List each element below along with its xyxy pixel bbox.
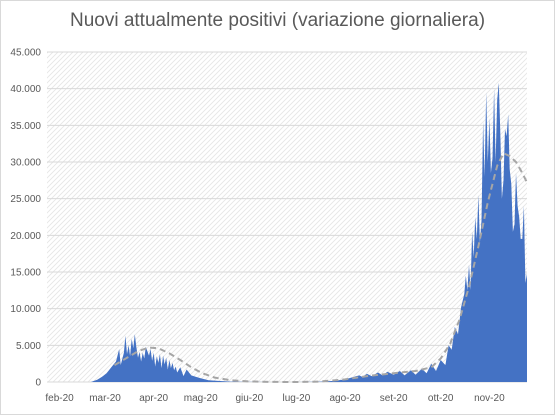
x-tick-label: mar-20 xyxy=(89,393,121,404)
series-trend-line xyxy=(113,151,528,384)
x-tick-label: ago-20 xyxy=(329,393,361,404)
x-tick-label: mag-20 xyxy=(184,393,218,404)
chart-title: Nuovi attualmente positivi (variazione g… xyxy=(69,10,486,31)
y-tick-label: 10.000 xyxy=(10,304,41,315)
y-tick-label: 25.000 xyxy=(10,194,41,205)
y-tick-label: 15.000 xyxy=(10,268,41,279)
x-tick-label: set-20 xyxy=(380,393,408,404)
y-tick-label: 20.000 xyxy=(10,231,41,242)
y-tick-label: 30.000 xyxy=(10,158,41,169)
x-tick-label: ott-20 xyxy=(428,393,454,404)
x-tick-label: nov-20 xyxy=(474,393,505,404)
y-tick-label: 0 xyxy=(35,378,41,389)
gridlines xyxy=(47,51,527,383)
y-tick-label: 40.000 xyxy=(10,84,41,95)
x-tick-label: giu-20 xyxy=(235,393,263,404)
y-tick-label: 5.000 xyxy=(16,341,41,352)
series-area xyxy=(90,82,528,383)
y-tick-label: 45.000 xyxy=(10,48,41,59)
y-axis: 0 5.000 10.000 15.000 20.000 25.000 30.000 35.0… xyxy=(10,48,41,389)
x-tick-label: lug-20 xyxy=(283,393,311,404)
x-axis: feb-20 mar-20 apr-20 mag-20 giu-20 lug-20 ago-… xyxy=(45,393,505,404)
x-tick-label: apr-20 xyxy=(139,393,168,404)
series-layer xyxy=(90,82,528,384)
plot-area-background xyxy=(47,52,527,382)
y-tick-label: 35.000 xyxy=(10,121,41,132)
x-tick-label: feb-20 xyxy=(45,393,74,404)
